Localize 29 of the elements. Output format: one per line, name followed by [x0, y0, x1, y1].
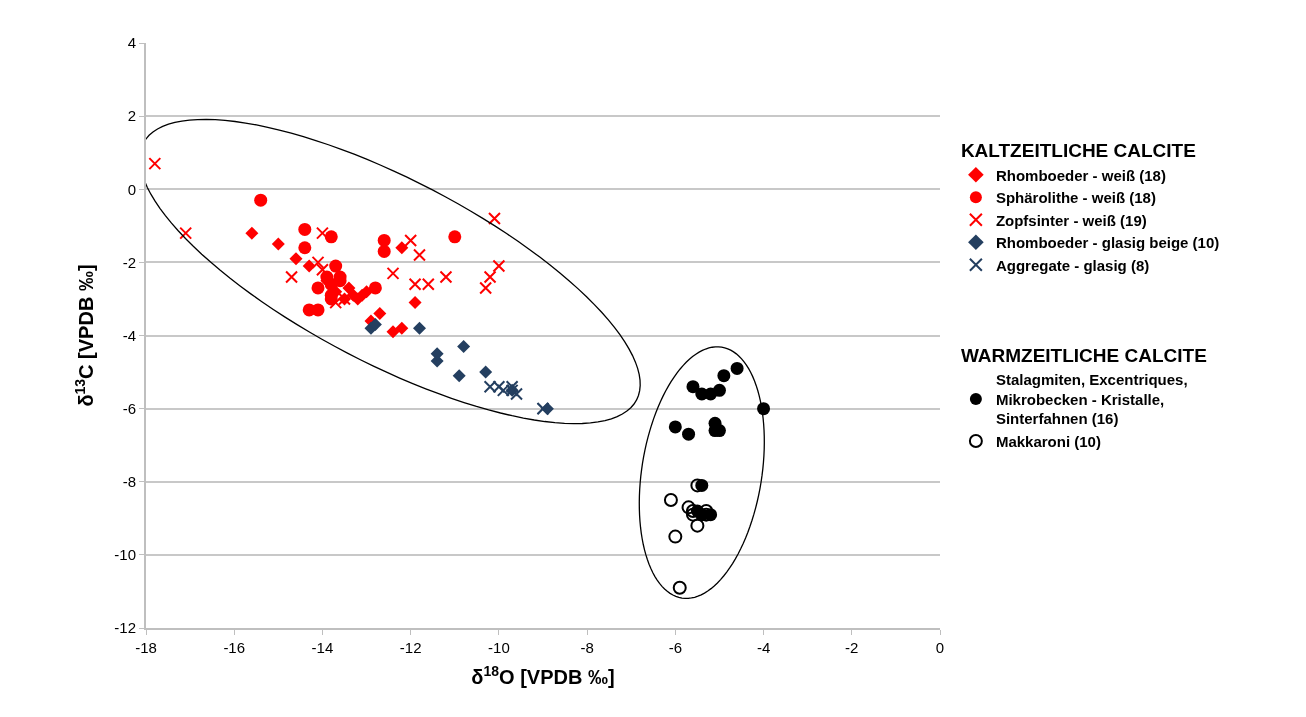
text: WARMZEITLICHE CALCITE [960, 344, 1207, 366]
x-tick-label: -8 [580, 639, 594, 656]
y-tick-label: -8 [122, 473, 136, 490]
legend-label: Aggregate - glasig (8) [995, 256, 1150, 274]
legend-label: Zopfsinter - weiß (19) [995, 211, 1147, 229]
legend-label: Stalagmiten, Excentriques, Mikrobecken - Kristalle, Sinterfahnen (16) [995, 371, 1188, 428]
y-tick-label: 0 [127, 180, 136, 198]
y-tick-label: -12 [114, 619, 136, 637]
x-tick-label: 0 [935, 639, 945, 656]
y-tick-label: -6 [122, 399, 136, 417]
legend-label: Sphärolithe - weiß (18) [995, 189, 1156, 207]
x-tick-label: -16 [223, 639, 246, 656]
y-tick-label: -2 [122, 253, 136, 271]
y-tick-label: -10 [114, 546, 136, 564]
y-tick-label: 2 [127, 107, 136, 125]
x-tick-label: -2 [845, 639, 859, 656]
x-tick-label: -18 [135, 639, 157, 656]
x-tick-label: -14 [311, 639, 334, 656]
x-tick-label: -4 [756, 639, 771, 656]
x-tick-label: -6 [668, 639, 682, 656]
legend-label: Rhomboeder - weiß (18) [995, 166, 1166, 184]
y-tick-label: 4 [127, 34, 136, 52]
text: KALTZEITLICHE CALCITE [960, 140, 1196, 162]
x-tick-label: -10 [488, 639, 510, 656]
x-axis-title: δ$^{18}$O [VPDB ‰] [471, 662, 615, 688]
legend-label: Makkaroni (10) [995, 432, 1101, 450]
y-tick-label: -4 [122, 326, 136, 344]
legend-label: Rhomboeder - glasig beige (10) [995, 234, 1220, 252]
x-tick-label: -12 [399, 639, 422, 656]
